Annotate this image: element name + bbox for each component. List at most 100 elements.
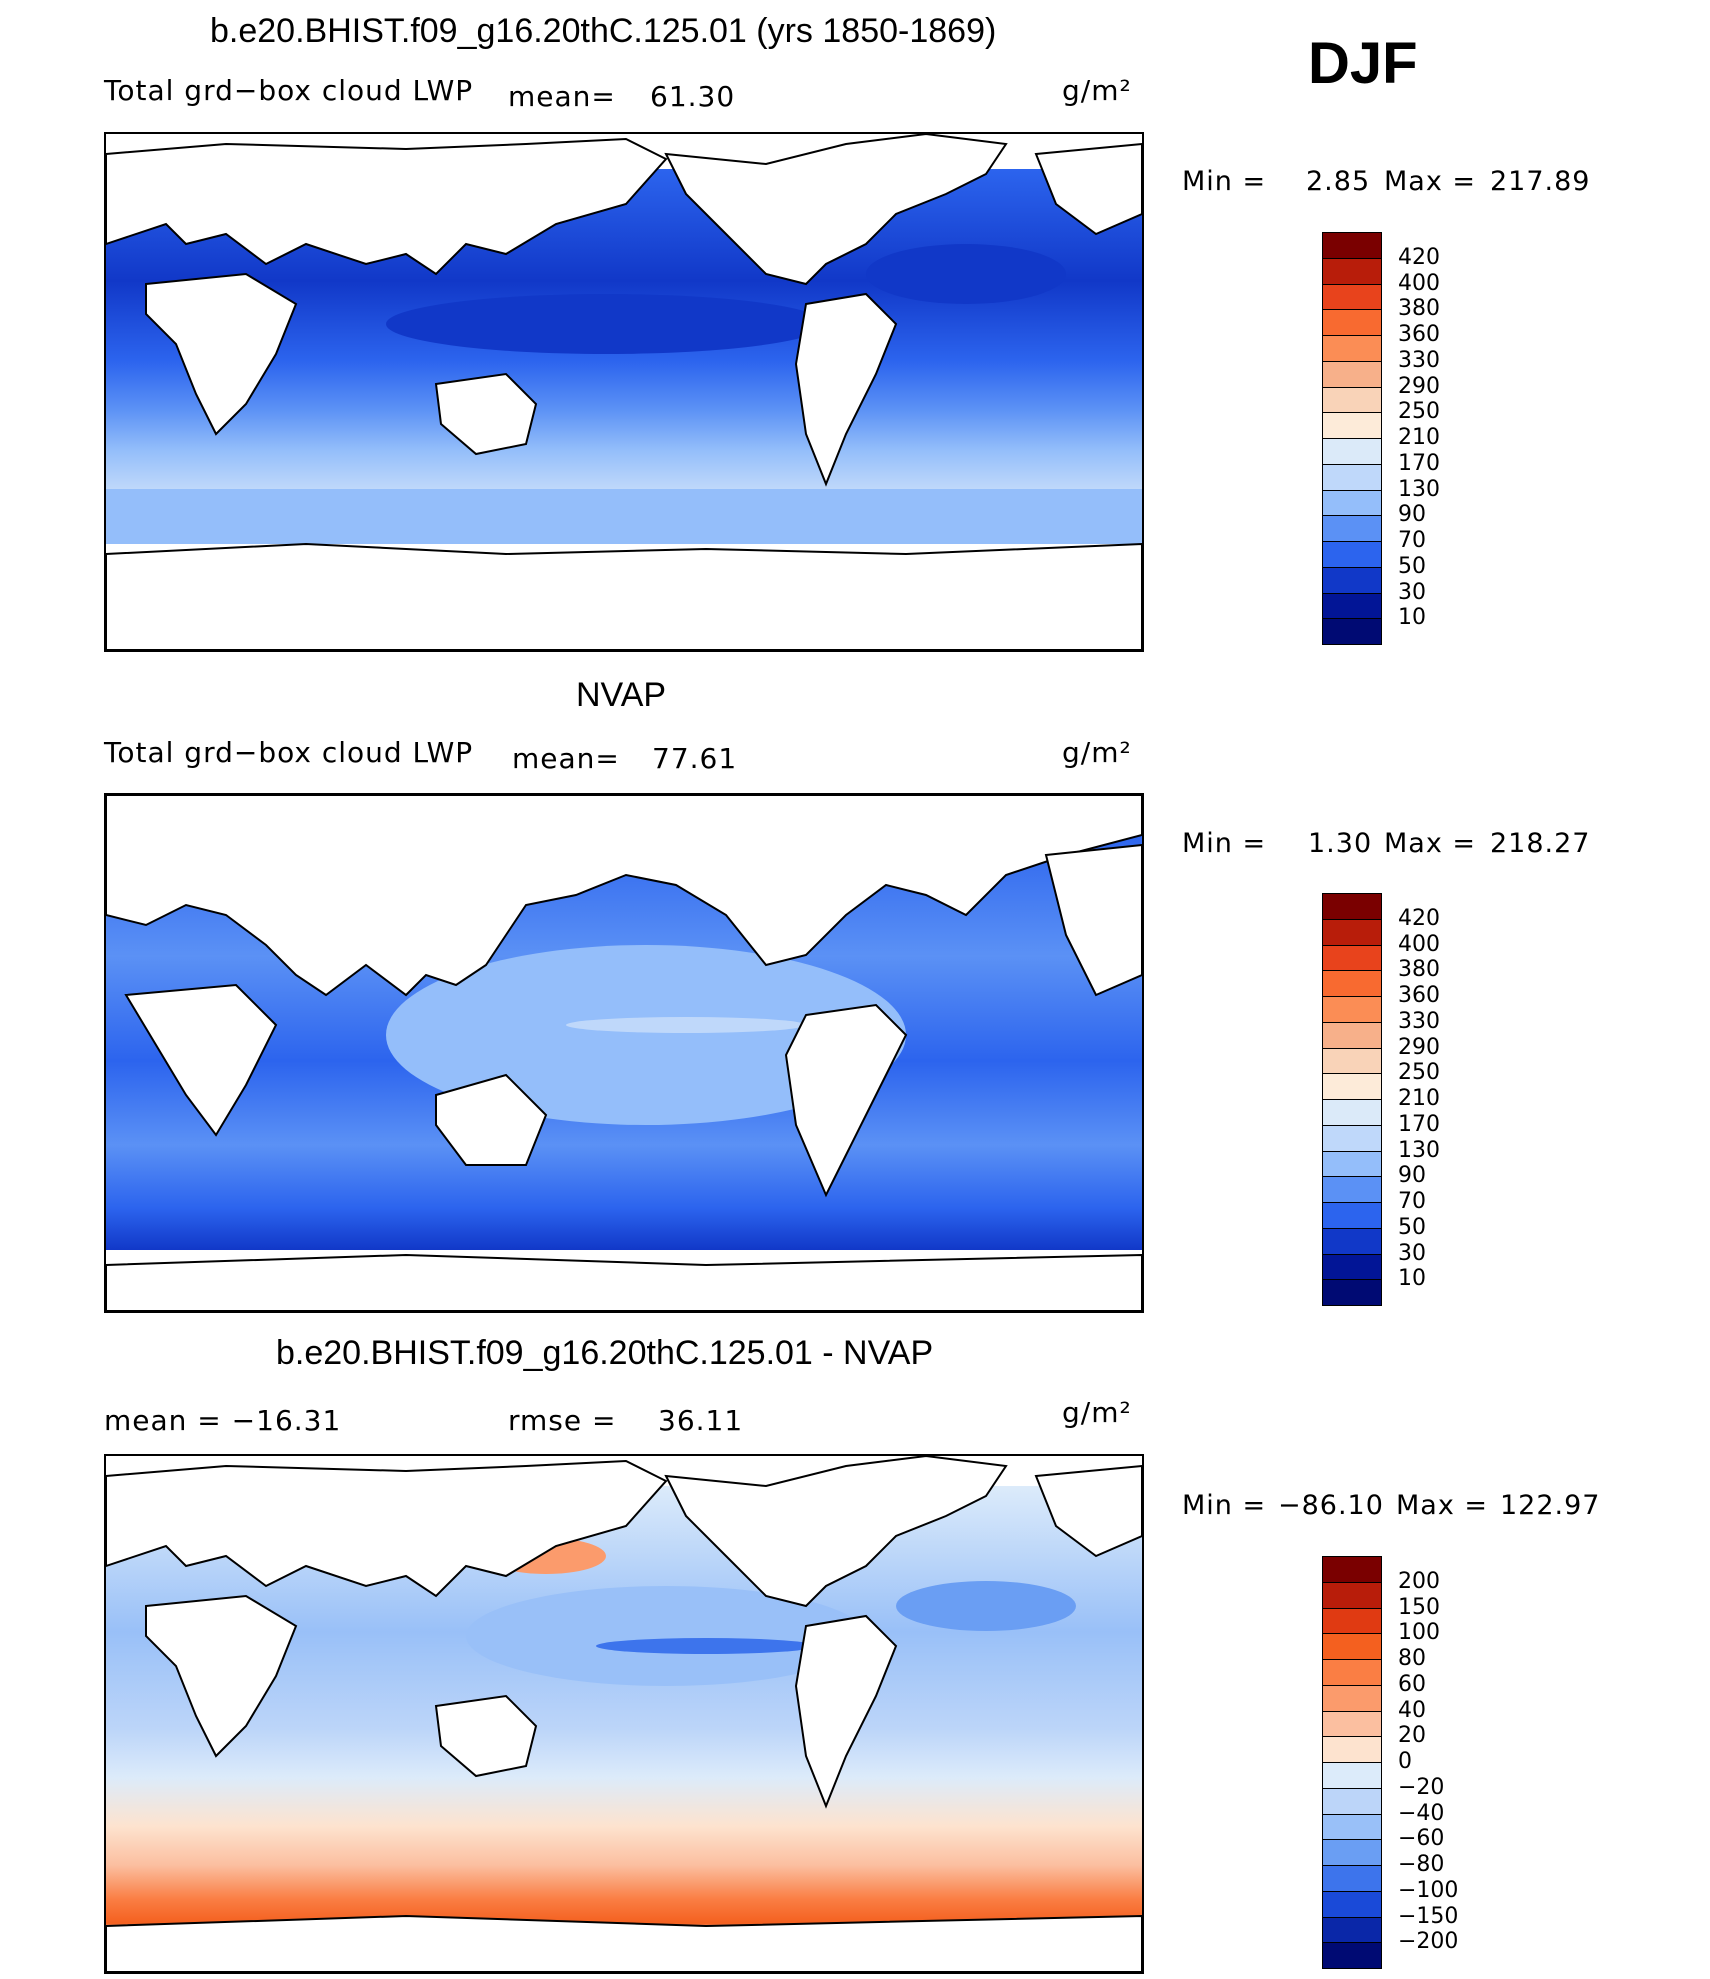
colorbar-tick-label: 400	[1398, 931, 1440, 957]
colorbar-tick-label: 170	[1398, 450, 1440, 476]
panel-2-map	[104, 793, 1144, 1313]
pacific-anomaly	[466, 1586, 866, 1686]
panel-2-max-value: 218.27	[1490, 828, 1591, 859]
colorbar-swatch	[1322, 1099, 1382, 1126]
colorbar-swatch	[1322, 1865, 1382, 1892]
panel-3-max-value: 122.97	[1500, 1490, 1601, 1521]
colorbar-tick-label: 380	[1398, 957, 1440, 983]
colorbar-tick-label: 130	[1398, 476, 1440, 502]
southern-ocean-band	[106, 489, 1142, 544]
panel-1-max-label: Max =	[1384, 166, 1477, 197]
pacific-band	[386, 294, 826, 354]
colorbar-tick-label: 150	[1398, 1594, 1440, 1620]
panel-1-mean-label: mean=	[508, 80, 616, 113]
colorbar-tick-label: 70	[1398, 528, 1426, 553]
panel-2-mean-label: mean=	[512, 742, 620, 775]
colorbar-swatch	[1322, 1633, 1382, 1660]
panel-3-map	[104, 1454, 1144, 1974]
south-pacific-region	[386, 945, 906, 1125]
colorbar-tick-label: 30	[1398, 579, 1426, 605]
colorbar-swatch	[1322, 1073, 1382, 1100]
colorbar-swatch	[1322, 1787, 1382, 1815]
colorbar-swatch	[1322, 386, 1382, 414]
colorbar-tick-label: −150	[1398, 1903, 1459, 1929]
colorbar-swatch	[1322, 1253, 1382, 1281]
colorbar-tick-label: 200	[1398, 1568, 1440, 1594]
colorbar-tick-label: 380	[1398, 296, 1440, 322]
colorbar-tick-label: 170	[1398, 1111, 1440, 1137]
colorbar-tick-label: 90	[1398, 1163, 1426, 1189]
panel-1-units: g/m²	[1062, 74, 1132, 107]
panel-1-min-value: 2.85	[1306, 166, 1371, 197]
colorbar-swatch	[1322, 489, 1382, 517]
colorbar-swatch	[1322, 1736, 1382, 1763]
colorbar-swatch	[1322, 618, 1382, 645]
colorbar-tick-label: 330	[1398, 1008, 1440, 1034]
colorbar-swatch	[1322, 566, 1382, 594]
colorbar-swatch	[1322, 257, 1382, 285]
colorbar-swatch	[1322, 1202, 1382, 1229]
colorbar-swatch	[1322, 1227, 1382, 1255]
colorbar-tick-label: 130	[1398, 1137, 1440, 1163]
panel-3-rmse-value: 36.11	[658, 1404, 744, 1437]
panel-3-mean-label: mean = −16.31	[104, 1404, 342, 1437]
colorbar-swatch	[1322, 515, 1382, 542]
panel-3-units: g/m²	[1062, 1396, 1132, 1429]
colorbar-swatch	[1322, 1047, 1382, 1075]
colorbar-swatch	[1322, 1176, 1382, 1203]
panel-3-rmse-label: rmse =	[508, 1404, 617, 1437]
colorbar-tick-label: −60	[1398, 1826, 1445, 1852]
panel-1-map	[104, 132, 1144, 652]
colorbar-tick-label: 210	[1398, 1086, 1440, 1111]
colorbar-tick-label: 400	[1398, 270, 1440, 296]
colorbar-swatch	[1322, 1124, 1382, 1152]
panel-1-min-label: Min =	[1182, 166, 1267, 197]
colorbar-tick-label: 420	[1398, 244, 1440, 270]
colorbar-tick-label: 100	[1398, 1620, 1440, 1646]
colorbar-tick-label: 90	[1398, 502, 1426, 528]
colorbar-tick-label: 20	[1398, 1723, 1426, 1749]
colorbar-swatch	[1322, 970, 1382, 997]
season-label: DJF	[1308, 31, 1418, 96]
colorbar-tick-label: 360	[1398, 322, 1440, 347]
colorbar-swatch	[1322, 944, 1382, 972]
colorbar-swatch	[1322, 1556, 1382, 1583]
panel-2-map-svg	[106, 795, 1142, 1311]
panel-1-map-svg	[106, 134, 1142, 650]
colorbar-swatch	[1322, 412, 1382, 439]
colorbar-swatch	[1322, 438, 1382, 465]
colorbar-swatch	[1322, 360, 1382, 388]
colorbar-tick-label: 70	[1398, 1189, 1426, 1214]
colorbar-tick-label: 250	[1398, 399, 1440, 425]
colorbar-tick-label: 80	[1398, 1646, 1426, 1671]
colorbar-tick-label: −80	[1398, 1852, 1445, 1877]
equatorial-negative-band	[596, 1638, 816, 1654]
colorbar-swatch	[1322, 1916, 1382, 1944]
colorbar-swatch	[1322, 283, 1382, 311]
colorbar-tick-label: 10	[1398, 605, 1426, 631]
panel-2-min-label: Min =	[1182, 828, 1267, 859]
colorbar-tick-label: 40	[1398, 1697, 1426, 1723]
continents	[106, 134, 1142, 650]
colorbar-swatch	[1322, 1813, 1382, 1841]
colorbar-swatch	[1322, 1942, 1382, 1969]
panel-3-title: b.e20.BHIST.f09_g16.20thC.125.01 - NVAP	[276, 1334, 934, 1372]
colorbar-tick-label: 290	[1398, 1034, 1440, 1060]
colorbar-swatch	[1322, 1710, 1382, 1738]
colorbar-swatch	[1322, 232, 1382, 259]
panel-3-max-label: Max =	[1396, 1490, 1489, 1521]
colorbar-swatch	[1322, 1659, 1382, 1686]
colorbar-swatch	[1322, 918, 1382, 946]
panel-3-min-label: Min =	[1182, 1490, 1267, 1521]
panel-2-max-label: Max =	[1384, 828, 1477, 859]
colorbar-swatch	[1322, 1150, 1382, 1178]
colorbar-tick-label: −20	[1398, 1774, 1445, 1800]
panel-3-colorbar: 200 150 100 80 60 40 20 0 −20 −40 −60 −80 −100 −150 −2…	[1322, 1556, 1492, 1969]
colorbar-tick-label: −40	[1398, 1800, 1445, 1826]
colorbar-tick-label: 50	[1398, 553, 1426, 579]
colorbar-tick-label: 50	[1398, 1214, 1426, 1240]
colorbar-tick-label: 420	[1398, 905, 1440, 931]
panel-2-units: g/m²	[1062, 736, 1132, 769]
colorbar-swatch	[1322, 335, 1382, 362]
colorbar-swatch	[1322, 541, 1382, 568]
